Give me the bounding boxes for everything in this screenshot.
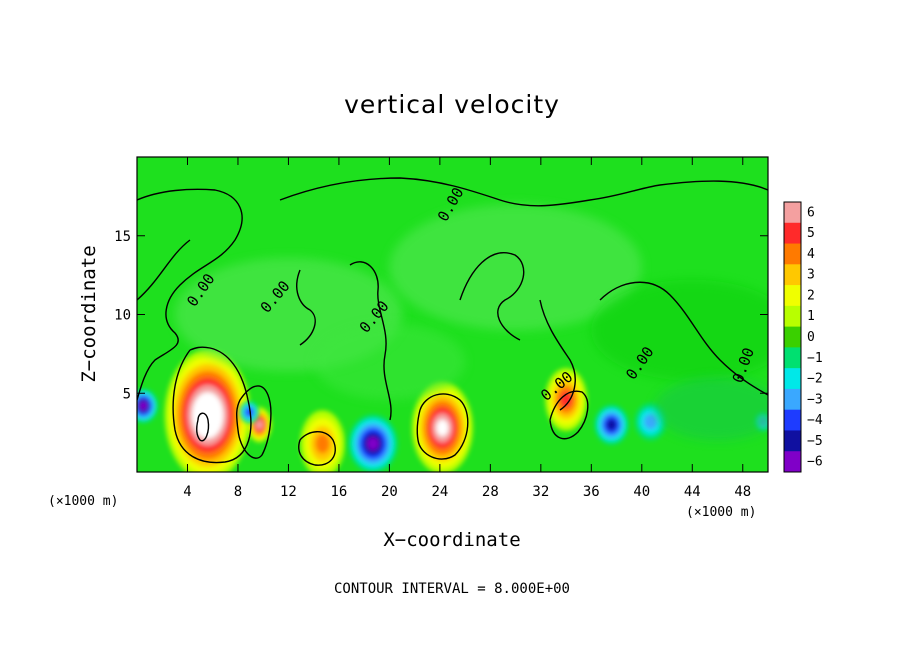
heatmap-level — [201, 406, 215, 425]
colorbar: 6 5 4 3 2 1 0 −1 −2 −3 −4 −5 −6 — [783, 201, 823, 473]
contour-lines: 0.00 0.000.000.000.00 0.000.00 — [137, 177, 768, 466]
y-tick-label: 10 — [114, 308, 131, 324]
colorbar-label: −1 — [807, 351, 823, 366]
x-axis-label: X−coordinate — [383, 529, 520, 551]
heatmap-field — [137, 204, 768, 472]
x-axis-ticks: 4 8 12 16 20 24 28 32 36 40 44 48 — [183, 157, 751, 500]
colorbar-label: 0 — [807, 330, 815, 345]
colorbar-swatch — [784, 430, 801, 452]
heatmap-patch — [389, 204, 642, 331]
colorbar-frame — [783, 201, 802, 473]
zero-contour — [298, 431, 336, 466]
colorbar-label: 6 — [807, 205, 815, 220]
zero-contour — [195, 412, 210, 442]
x-tick-label: 44 — [684, 484, 701, 500]
colorbar-swatch — [784, 202, 801, 224]
x-tick-label: 32 — [532, 484, 549, 500]
chart-title: vertical velocity — [344, 90, 560, 119]
y-tick-label: 5 — [123, 386, 131, 402]
zero-contour — [459, 252, 525, 341]
colorbar-swatch — [784, 388, 801, 411]
colorbar-swatch — [784, 368, 801, 390]
colorbar-swatch — [784, 222, 801, 245]
x-tick-label: 20 — [381, 484, 398, 500]
zero-contour — [416, 393, 469, 460]
x-tick-label: 4 — [183, 484, 191, 500]
colorbar-label: −4 — [807, 413, 823, 428]
zero-contour — [137, 239, 191, 301]
x-tick-label: 48 — [734, 484, 751, 500]
zero-contour — [172, 346, 252, 464]
colorbar-swatch — [784, 409, 801, 431]
contour-interval-footer: CONTOUR INTERVAL = 8.000E+00 — [334, 581, 570, 597]
heatmap-level — [315, 433, 330, 454]
heatmap-level — [606, 419, 617, 431]
x-tick-label: 16 — [330, 484, 347, 500]
colorbar-label: −2 — [807, 372, 823, 387]
downdraft-cell — [348, 414, 398, 472]
heatmap-patch — [313, 323, 466, 400]
heatmap-patch — [591, 279, 768, 381]
x-tick-label: 8 — [234, 484, 242, 500]
colorbar-swatch — [784, 451, 801, 473]
updraft-cell — [300, 410, 345, 472]
colorbar-swatch — [784, 326, 801, 348]
colorbar-swatch — [784, 285, 801, 307]
zero-contour — [599, 281, 768, 396]
x-tick-label: 40 — [633, 484, 650, 500]
heatmap-patch — [654, 377, 768, 441]
updraft-cell — [164, 349, 251, 472]
colorbar-label: 4 — [807, 247, 815, 262]
x-tick-label: 12 — [280, 484, 297, 500]
zero-contour — [349, 261, 392, 421]
y-unit-label: (×1000 m) — [48, 494, 118, 509]
colorbar-label: 2 — [807, 288, 815, 303]
heatmap-level — [436, 419, 449, 437]
y-tick-label: 15 — [114, 229, 131, 245]
colorbar-label: 5 — [807, 226, 815, 241]
plot-area: 0.00 0.000.000.000.00 0.000.00 — [136, 156, 769, 473]
colorbar-label: −6 — [807, 455, 823, 470]
colorbar-swatch — [784, 243, 801, 265]
zero-contour — [279, 177, 768, 207]
x-unit-label: (×1000 m) — [686, 505, 756, 520]
downdraft-cell — [239, 401, 259, 424]
colorbar-swatch — [784, 347, 801, 369]
colorbar-label: −5 — [807, 434, 823, 449]
heatmap-level — [139, 401, 148, 411]
colorbar-label: 3 — [807, 268, 815, 283]
zero-contour — [549, 390, 589, 440]
downdraft-cell — [594, 404, 629, 445]
colorbar-label: −3 — [807, 392, 823, 407]
heatmap-level — [245, 407, 254, 417]
x-tick-label: 28 — [482, 484, 499, 500]
heatmap-level — [367, 437, 379, 451]
colorbar-swatch — [784, 264, 801, 286]
y-axis-label: Z−coordinate — [78, 245, 100, 382]
heatmap-level — [644, 414, 658, 430]
x-tick-label: 36 — [583, 484, 600, 500]
colorbar-label: 1 — [807, 309, 815, 324]
downdraft-cell — [137, 388, 158, 423]
zero-contour — [296, 269, 316, 346]
x-tick-label: 24 — [431, 484, 448, 500]
zero-contour — [137, 188, 243, 401]
zero-contour — [235, 385, 272, 459]
y-axis-ticks: 5 10 15 — [114, 229, 768, 402]
updraft-cell — [412, 381, 473, 472]
zero-contour — [539, 299, 576, 411]
colorbar-swatch — [784, 305, 801, 328]
heatmap-level — [255, 420, 264, 430]
